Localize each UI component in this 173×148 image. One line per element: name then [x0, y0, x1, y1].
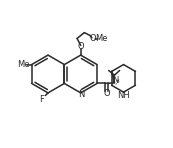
Text: O: O	[90, 34, 97, 43]
Text: ,*: ,*	[115, 79, 120, 85]
Text: O: O	[78, 42, 84, 51]
Text: Me: Me	[95, 34, 108, 43]
Text: Me: Me	[17, 60, 30, 69]
Text: F: F	[39, 95, 44, 104]
Text: O: O	[103, 89, 110, 98]
Text: N: N	[78, 90, 85, 99]
Text: N: N	[112, 77, 119, 86]
Text: NH: NH	[117, 91, 130, 100]
